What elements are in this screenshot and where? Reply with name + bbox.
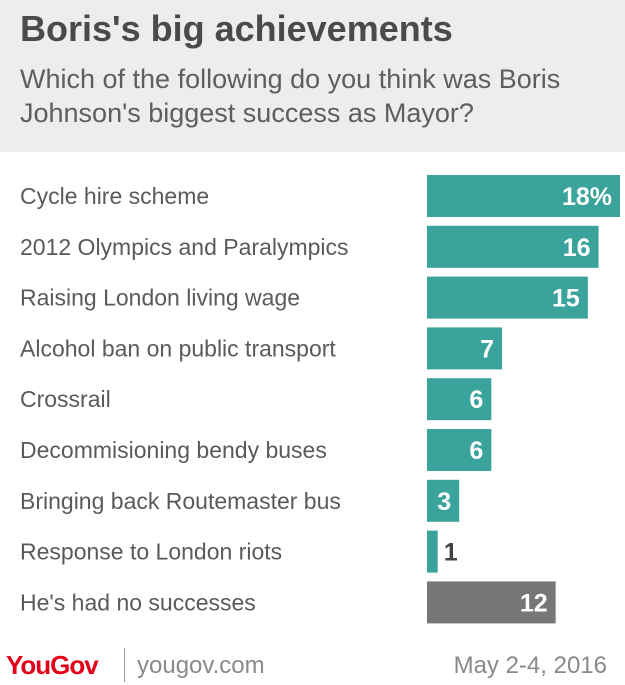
category-label: He's had no successes <box>20 589 256 615</box>
value-label: 16 <box>563 234 591 262</box>
bar <box>427 581 556 624</box>
category-label: 2012 Olympics and Paralympics <box>20 234 349 260</box>
bar-chart: Cycle hire scheme 18% 2012 Olympics and Pa… <box>20 175 620 624</box>
value-label: 18% <box>562 183 612 211</box>
value-label: 1 <box>444 539 458 567</box>
value-label: 15 <box>552 285 580 313</box>
value-label: 6 <box>469 386 483 414</box>
category-label: Decommisioning bendy buses <box>20 437 327 463</box>
bar <box>427 175 620 217</box>
category-label: Response to London riots <box>20 539 282 565</box>
value-label: 6 <box>469 437 483 465</box>
footer-date: May 2-4, 2016 <box>453 652 607 679</box>
category-label: Cycle hire scheme <box>20 183 209 209</box>
category-label: Crossrail <box>20 386 111 412</box>
bar <box>427 479 460 522</box>
bar <box>427 276 588 319</box>
footer-divider <box>124 648 125 682</box>
footer-site: yougov.com <box>137 652 265 679</box>
category-label: Bringing back Routemaster bus <box>20 488 341 514</box>
yougov-logo: YouGov <box>6 650 99 680</box>
bar <box>427 327 503 370</box>
chart-title: Boris's big achievements <box>20 8 453 49</box>
category-label: Raising London living wage <box>20 285 300 311</box>
category-label: Alcohol ban on public transport <box>20 335 336 361</box>
chart-subtitle: Which of the following do you think was … <box>20 64 561 128</box>
bar <box>427 378 492 421</box>
bar <box>427 530 438 573</box>
chart-header: Boris's big achievements Which of the fo… <box>0 0 625 152</box>
value-label: 12 <box>520 589 548 617</box>
bar <box>427 429 492 471</box>
value-label: 7 <box>480 335 494 363</box>
bar <box>427 225 599 268</box>
value-label: 3 <box>437 488 451 516</box>
